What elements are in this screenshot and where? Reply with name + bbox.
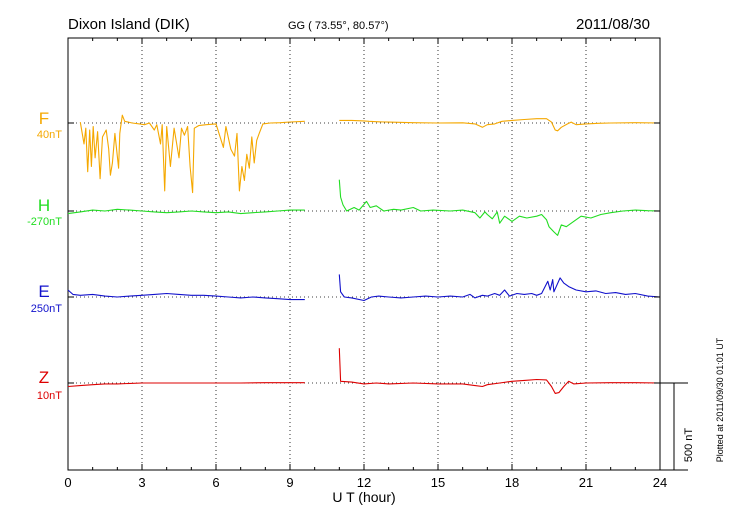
coordinates-label: GG ( 73.55°, 80.57°) — [288, 20, 389, 32]
x-tick-label-15: 15 — [431, 475, 445, 490]
component-baseline-E: 250nT — [31, 303, 62, 315]
station-title: Dixon Island (DIK) — [68, 16, 190, 33]
component-baseline-Z: 10nT — [37, 390, 62, 402]
x-tick-label-12: 12 — [357, 475, 371, 490]
x-tick-label-9: 9 — [286, 475, 293, 490]
x-tick-label-24: 24 — [653, 475, 667, 490]
component-baseline-F: 40nT — [37, 129, 62, 141]
series-line-E — [67, 274, 661, 302]
series-line-F — [79, 114, 661, 194]
component-baseline-H: -270nT — [27, 216, 62, 228]
scale-bar: 500 nT — [660, 382, 695, 471]
plotted-timestamp: Plotted at 2011/09/30 01:01 UT — [715, 337, 725, 462]
x-axis-title: U T (hour) — [332, 489, 395, 505]
x-tick-label-18: 18 — [505, 475, 519, 490]
component-name-E: E — [38, 282, 49, 301]
component-name-H: H — [38, 196, 50, 215]
x-tick-label-0: 0 — [64, 475, 71, 490]
component-name-F: F — [39, 109, 49, 128]
series-group — [67, 114, 661, 394]
component-name-Z: Z — [39, 368, 49, 387]
baseline-lines — [68, 122, 660, 384]
x-axis-ticks: 0 3 6 9 12 15 18 21 24 — [64, 38, 667, 490]
x-tick-label-3: 3 — [138, 475, 145, 490]
series-line-H — [67, 179, 661, 236]
series-line-Z — [67, 348, 661, 394]
date-label: 2011/08/30 — [576, 16, 650, 33]
x-tick-label-21: 21 — [579, 475, 593, 490]
scale-bar-label: 500 nT — [683, 428, 695, 463]
x-tick-label-6: 6 — [212, 475, 219, 490]
grid-lines — [141, 38, 587, 470]
